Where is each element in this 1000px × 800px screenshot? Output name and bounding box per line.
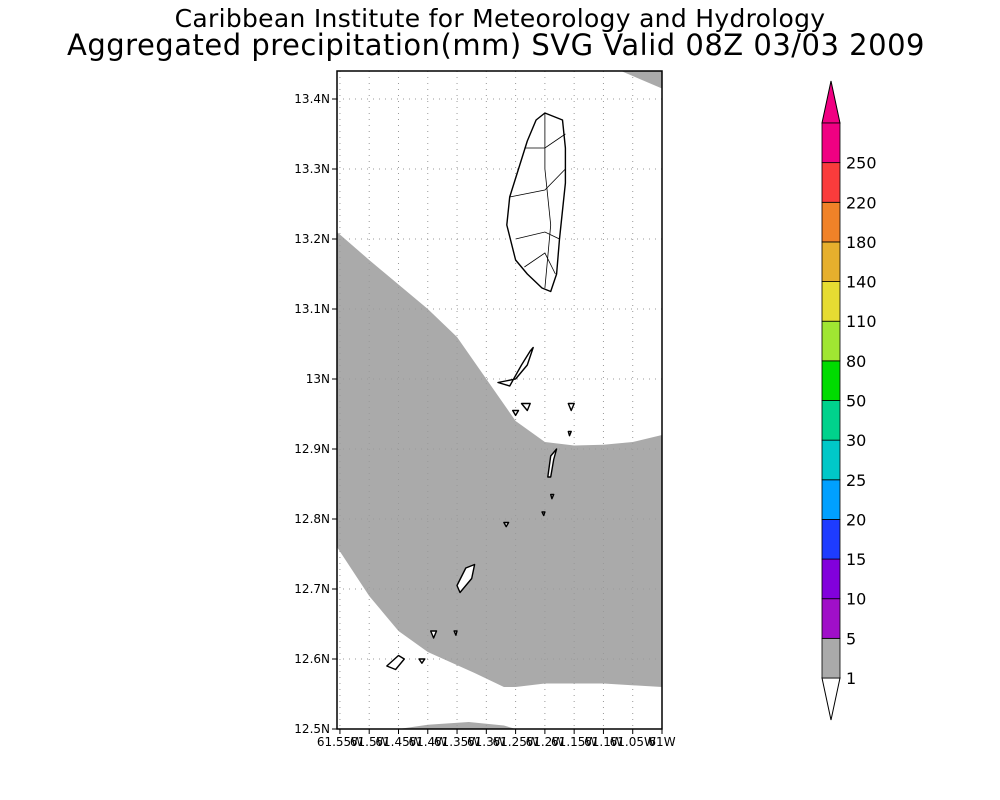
- watershed-line: [509, 168, 566, 198]
- colorbar-label-20: 20: [846, 510, 866, 529]
- colorbar-label-110: 110: [846, 312, 877, 331]
- lat-tick-label: 12.9N: [294, 442, 330, 456]
- lon-tick-label: 61.35W: [434, 735, 480, 749]
- lon-tick-label: 61.2W: [526, 735, 565, 749]
- colorbar-swatch-10: [821, 558, 841, 600]
- colorbar-swatch-140: [821, 241, 841, 282]
- lat-tick-label: 13N: [306, 372, 330, 386]
- island-petit-canouan: [541, 511, 546, 517]
- lon-tick-label: 61.55W: [317, 735, 363, 749]
- colorbar-swatch-50: [821, 360, 841, 401]
- precipitation-layer: [337, 71, 662, 729]
- lat-tick-label: 12.5N: [294, 722, 330, 736]
- colorbar-label-220: 220: [846, 193, 877, 212]
- island-savan: [567, 402, 575, 412]
- island-dog-island: [567, 430, 572, 437]
- colorbar-swatch-5: [821, 598, 841, 639]
- colorbar-swatch-180: [821, 201, 841, 243]
- island-mustique: [547, 448, 558, 478]
- island-baliceaux: [520, 402, 531, 412]
- colorbar-label-50: 50: [846, 392, 866, 411]
- colorbar-label-1: 1: [846, 669, 856, 688]
- colorbar-below-arrow: [821, 677, 841, 721]
- colorbar-swatch-220: [821, 162, 841, 203]
- lat-tick-label: 12.6N: [294, 652, 330, 666]
- colorbar-label-180: 180: [846, 233, 877, 252]
- title-institute: Caribbean Institute for Meteorology and …: [174, 4, 826, 33]
- precip-patch-0: [621, 71, 662, 89]
- colorbar-above-arrow: [821, 80, 841, 124]
- title-product: Aggregated precipitation(mm) SVG Valid 0…: [67, 28, 925, 62]
- island-petit-st-vincent: [503, 521, 510, 528]
- map-grid: [337, 71, 662, 729]
- lat-tick-label: 13.3N: [294, 162, 330, 176]
- lon-tick-label: 61.3W: [467, 735, 506, 749]
- colorbar-label-10: 10: [846, 590, 866, 609]
- colorbar-label-15: 15: [846, 550, 866, 569]
- colorbar-swatch-80: [821, 320, 841, 362]
- colorbar-swatch-15: [821, 519, 841, 560]
- lat-tick-label: 13.2N: [294, 232, 330, 246]
- watershed-line: [524, 133, 566, 149]
- colorbar-swatch-110: [821, 281, 841, 322]
- island-petit-mustique: [550, 493, 555, 500]
- colorbar-swatch-25: [821, 439, 841, 481]
- island-quatre: [512, 409, 520, 417]
- island-canouan: [456, 563, 476, 594]
- watershed-line: [515, 231, 560, 240]
- latitude-axis: 12.5N 12.6N 12.7N 12.8N 12.9N 13N 13.1N 13.2N 13…: [294, 92, 337, 736]
- lat-tick-label: 13.1N: [294, 302, 330, 316]
- island-st-vincent: [506, 112, 567, 293]
- island-union: [418, 658, 426, 664]
- lon-tick-label: 61.45W: [375, 735, 421, 749]
- island-tobago-cays: [453, 630, 458, 636]
- island-carriacou: [386, 654, 405, 671]
- colorbar-swatch-30: [821, 400, 841, 441]
- lon-tick-label: 61.4W: [408, 735, 447, 749]
- colorbar-label-250: 250: [846, 154, 877, 173]
- watershed-line: [524, 252, 556, 275]
- lat-tick-label: 12.8N: [294, 512, 330, 526]
- precip-band: [337, 232, 662, 687]
- colorbar-label-25: 25: [846, 471, 866, 490]
- watershed-line: [544, 113, 552, 289]
- colorbar-label-30: 30: [846, 431, 866, 450]
- lon-tick-label: 61.05W: [610, 735, 656, 749]
- island-bequia: [497, 346, 534, 387]
- map-frame: [336, 70, 663, 730]
- lon-tick-label: 61.25W: [492, 735, 538, 749]
- colorbar-label-5: 5: [846, 629, 856, 648]
- lat-tick-label: 12.7N: [294, 582, 330, 596]
- lon-tick-label: 61.15W: [551, 735, 597, 749]
- colorbar-label-80: 80: [846, 352, 866, 371]
- lon-tick-label: 61.1W: [584, 735, 623, 749]
- colorbar-swatch-20: [821, 479, 841, 520]
- longitude-axis: 61.55W61.5W61.45W61.4W61.35W61.3W61.25W6…: [317, 729, 676, 749]
- colorbar-label-140: 140: [846, 273, 877, 292]
- coastline-layer: [386, 112, 575, 671]
- colorbar-swatch-250: [821, 122, 841, 164]
- lon-tick-label: 61W: [648, 735, 675, 749]
- lon-tick-label: 61.5W: [350, 735, 389, 749]
- colorbar-swatch-1: [821, 637, 841, 679]
- island-mayreau: [430, 630, 438, 639]
- lat-tick-label: 13.4N: [294, 92, 330, 106]
